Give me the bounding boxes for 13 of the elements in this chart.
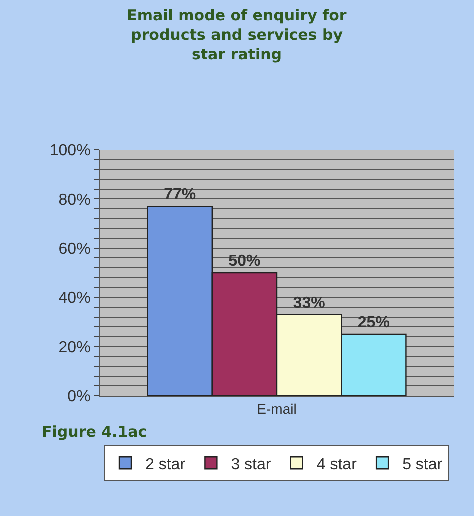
- legend-label: 2 star: [146, 456, 186, 474]
- y-tick-label: 40%: [58, 290, 91, 308]
- y-tick-label: 20%: [58, 339, 91, 356]
- y-tick-label: 80%: [58, 192, 91, 209]
- caption: Figure 4.1ac: [42, 423, 148, 441]
- legend-label: 4 star: [316, 456, 358, 474]
- y-tick-label: 60%: [58, 241, 91, 258]
- x-tick-label: E-mail: [257, 400, 297, 417]
- y-tick-label: 0%: [68, 388, 91, 406]
- legend-label: 5 star: [402, 456, 444, 474]
- chart-title: Email mode of enquiry for products and services by star rating: [127, 6, 348, 64]
- y-tick-label: 100%: [50, 142, 91, 160]
- legend-label: 3 star: [231, 456, 272, 474]
